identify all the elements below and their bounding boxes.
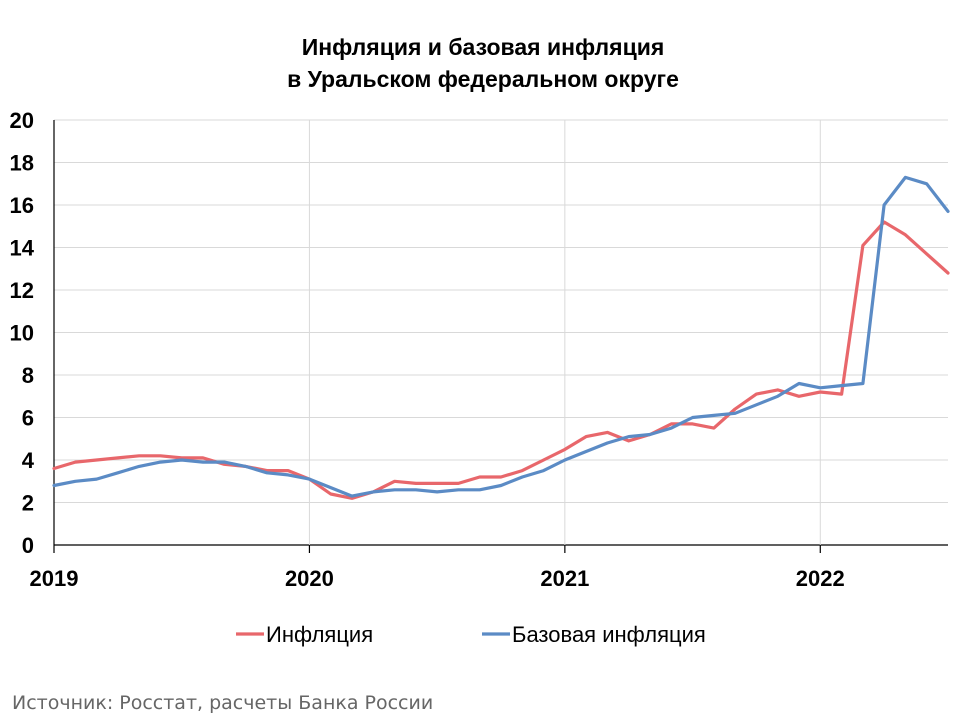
y-tick-label: 10: [10, 321, 34, 346]
series-line-inflation: [52, 220, 950, 500]
y-tick-label: 20: [10, 108, 34, 133]
y-tick-label: 16: [10, 193, 34, 218]
y-tick-label: 8: [22, 363, 34, 388]
legend-item: Базовая инфляция: [482, 622, 706, 647]
legend-item: Инфляция: [236, 622, 373, 647]
y-tick-label: 18: [10, 151, 34, 176]
line-chart: Инфляция и базовая инфляция в Уральском …: [10, 34, 950, 647]
grid-lines: [53, 119, 948, 546]
series-lines: [52, 175, 950, 500]
y-axis-ticks: 0 2 4 6 8 10 12 14 16 18 20: [10, 108, 35, 558]
x-tick-label: 2019: [30, 566, 79, 591]
y-tick-label: 0: [22, 533, 34, 558]
x-tick-label: 2022: [796, 566, 845, 591]
series-line-core-inflation: [52, 175, 950, 498]
chart-title-line1: Инфляция и базовая инфляция: [302, 34, 665, 60]
y-tick-label: 14: [10, 236, 35, 261]
x-axis-ticks: 2019 2020 2021 2022: [30, 545, 845, 591]
y-tick-label: 12: [10, 278, 34, 303]
x-tick-label: 2021: [540, 566, 589, 591]
legend-label: Инфляция: [266, 622, 373, 647]
x-tick-label: 2020: [285, 566, 334, 591]
legend: Инфляция Базовая инфляция: [236, 622, 706, 647]
source-note: Источник: Росстат, расчеты Банка России: [12, 692, 434, 714]
y-tick-label: 6: [22, 406, 34, 431]
chart-title-line2: в Уральском федеральном округе: [287, 66, 679, 92]
legend-label: Базовая инфляция: [512, 622, 706, 647]
y-tick-label: 2: [22, 491, 34, 516]
y-tick-label: 4: [22, 448, 35, 473]
